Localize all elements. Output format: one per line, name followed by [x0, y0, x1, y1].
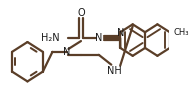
Text: O: O [77, 8, 85, 19]
Text: N: N [63, 47, 70, 57]
Text: N: N [95, 33, 102, 43]
Text: NH: NH [108, 66, 122, 76]
Text: N: N [117, 28, 124, 38]
Text: H₂N: H₂N [41, 33, 60, 43]
Text: CH₃: CH₃ [173, 28, 189, 37]
